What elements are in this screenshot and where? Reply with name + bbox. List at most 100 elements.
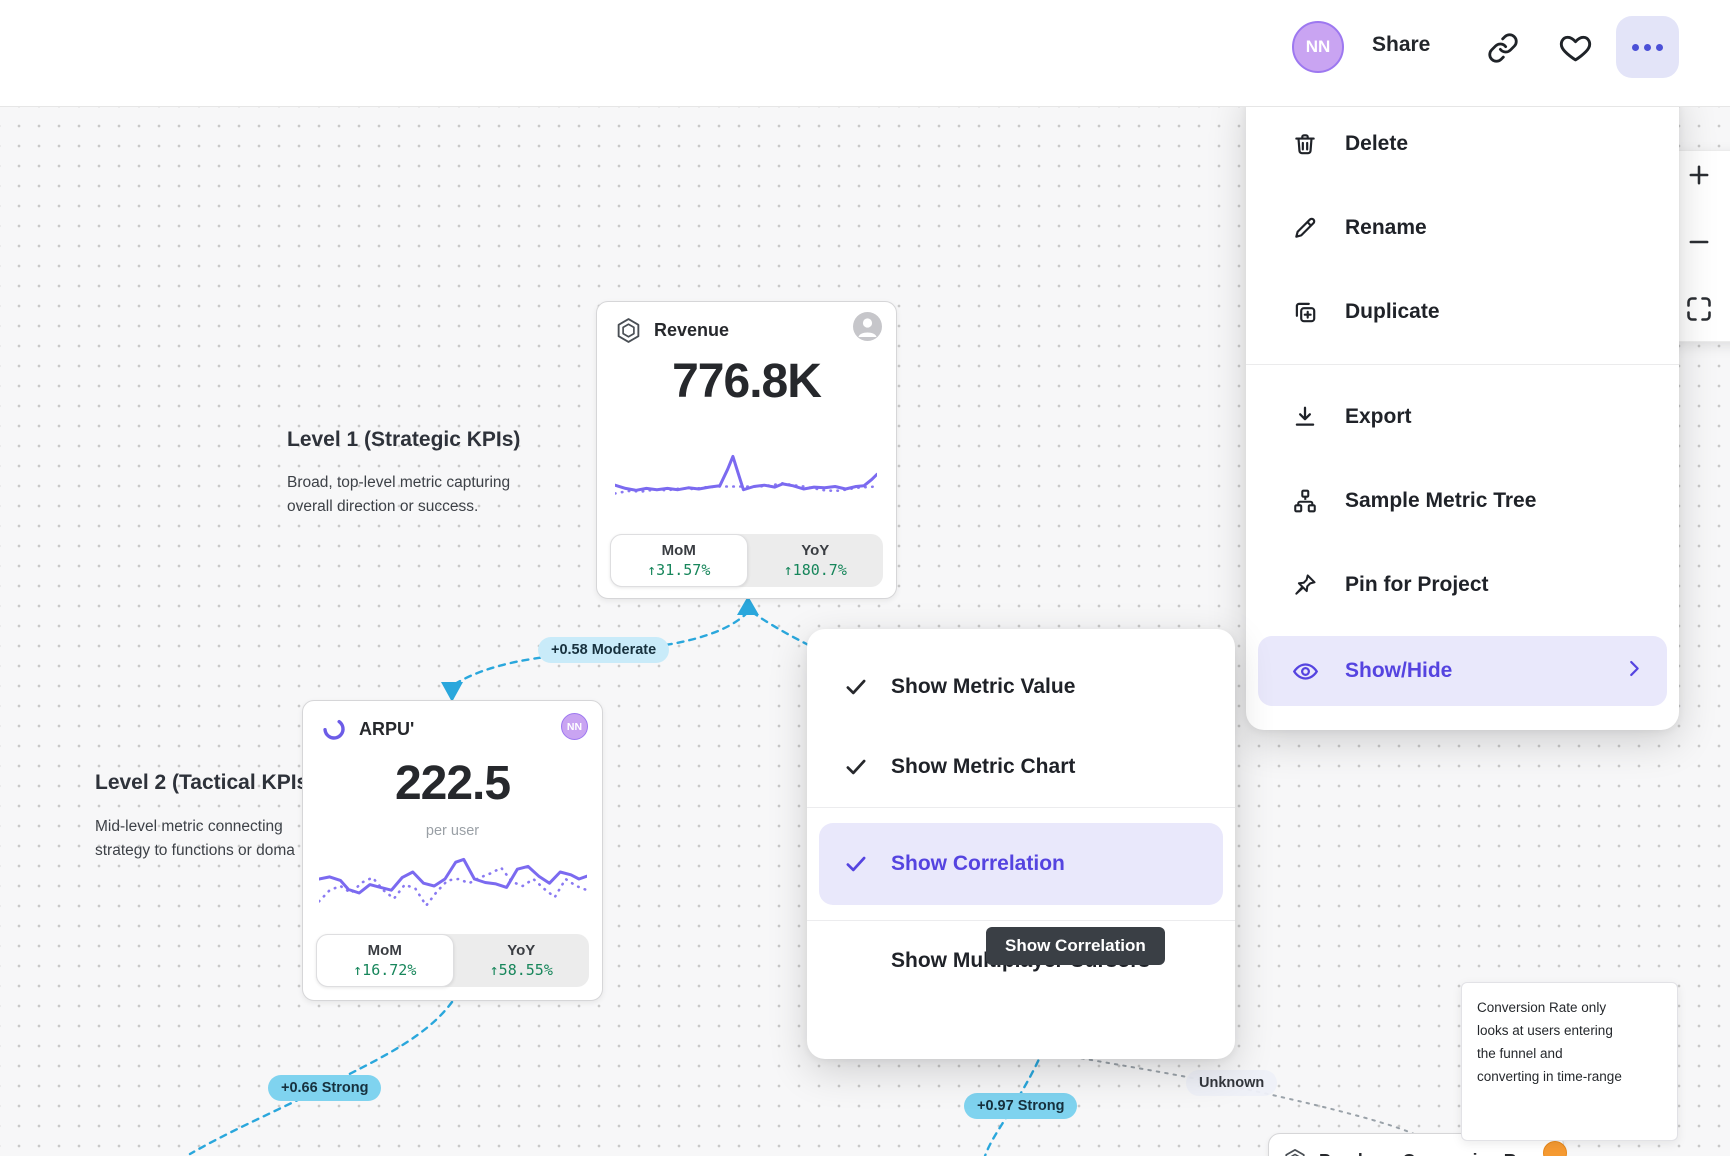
level2-desc-line1: Mid-level metric connecting [95,818,283,835]
submenu-item-show-metric-value[interactable]: Show Metric Value [807,647,1235,727]
level1-description: Broad, top-level metric capturing overal… [287,471,510,518]
zoom-out-icon[interactable] [1685,228,1713,256]
arpu-card-title: ARPU' [359,718,415,739]
menu-divider [1246,364,1679,365]
arpu-sparkline [319,857,587,907]
purchase-card-header: Purchase Conversion R [1283,1145,1549,1156]
submenu-item-label: Show Metric Value [891,675,1076,698]
pencil-icon [1292,215,1319,242]
share-button[interactable]: Share [1372,33,1431,56]
check-icon [843,674,869,700]
note-line: converting in time-range [1477,1069,1622,1084]
pin-icon [1292,572,1319,599]
menu-item-duplicate[interactable]: Duplicate [1246,270,1679,354]
zoom-in-icon[interactable] [1685,161,1713,189]
level2-title: Level 2 (Tactical KPIs [95,771,309,794]
menu-item-label: Duplicate [1345,300,1440,323]
arc-icon [323,718,345,740]
level2-description: Mid-level metric connecting strategy to … [95,815,295,862]
correlation-badge-unknown[interactable]: Unknown [1186,1070,1278,1096]
menu-item-export[interactable]: Export [1246,375,1679,459]
favorite-button[interactable] [1556,28,1594,66]
revenue-period-toggle: MoM ↑31.57% YoY ↑180.7% [610,534,883,587]
avatar[interactable] [853,312,882,341]
mom-value: ↑16.72% [353,961,417,979]
submenu-divider [807,807,1235,808]
menu-item-rename[interactable]: Rename [1246,186,1679,270]
avatar[interactable]: NN [561,713,588,740]
tree-icon [1292,488,1319,515]
fullscreen-icon[interactable] [1685,295,1713,323]
copy-link-button[interactable] [1485,30,1521,66]
yoy-value: ↑58.55% [489,961,553,979]
purchase-card-title: Purchase Conversion R [1319,1150,1516,1156]
yoy-label: YoY [507,942,536,959]
chevron-right-icon [1623,658,1645,685]
menu-item-sample-metric-tree[interactable]: Sample Metric Tree [1246,459,1679,543]
menu-item-show-hide[interactable]: Show/Hide [1258,636,1667,706]
download-icon [1292,404,1319,431]
menu-item-label: Export [1345,405,1412,428]
avatar-orange[interactable] [1543,1141,1567,1156]
ellipsis-icon [1632,43,1639,51]
note-line: the funnel and [1477,1046,1563,1061]
note-line: Conversion Rate only [1477,1000,1607,1015]
arpu-mom-tab[interactable]: MoM ↑16.72% [316,934,454,987]
revenue-card-title: Revenue [654,319,730,340]
avatar[interactable]: NN [1292,21,1344,73]
conversion-rate-note: Conversion Rate only looks at users ente… [1461,982,1678,1141]
person-icon [858,318,877,337]
level1-desc-line1: Broad, top-level metric capturing [287,474,511,491]
arpu-card-header: ARPU' [321,714,588,744]
yoy-value: ↑180.7% [783,561,847,579]
eye-icon [1292,658,1319,685]
menu-item-label: Rename [1345,216,1427,239]
revenue-sparkline [615,454,877,495]
revenue-mom-tab[interactable]: MoM ↑31.57% [610,534,748,587]
more-options-button[interactable] [1616,16,1679,78]
level2-desc-line2: strategy to functions or doma [95,841,295,859]
check-icon [843,851,869,877]
correlation-badge[interactable]: +0.97 Strong [964,1093,1078,1119]
context-menu: Delete Rename Duplicate Export Sample Me… [1246,86,1679,730]
arpu-yoy-tab[interactable]: YoY ↑58.55% [454,934,590,987]
trash-icon [1292,131,1319,158]
mom-label: MoM [661,542,696,559]
arpu-value: 222.5 [394,757,511,810]
submenu-item-label: Show Correlation [891,852,1065,875]
check-icon [843,754,869,780]
menu-item-label: Pin for Project [1345,573,1489,596]
menu-item-label: Delete [1345,132,1409,155]
submenu-item-label: Show Metric Chart [891,755,1076,778]
submenu-divider [807,920,1235,921]
correlation-badge[interactable]: +0.58 Moderate [538,637,670,663]
tooltip: Show Correlation [986,927,1165,965]
arpu-unit: per user [425,823,480,839]
correlation-badge[interactable]: +0.66 Strong [268,1075,382,1101]
submenu-item-show-correlation[interactable]: Show Correlation [819,823,1223,905]
level1-desc-line2: overall direction or success. [287,497,479,515]
revenue-yoy-tab[interactable]: YoY ↑180.7% [748,534,884,587]
menu-item-delete[interactable]: Delete [1246,102,1679,186]
level1-title: Level 1 (Strategic KPIs) [287,428,521,451]
menu-item-label: Sample Metric Tree [1345,489,1537,512]
metric-card-arpu[interactable]: ARPU' NN 222.5 per user MoM ↑16.72% YoY … [302,700,603,1001]
menu-item-pin-for-project[interactable]: Pin for Project [1246,543,1679,627]
show-hide-submenu: Show Metric Value Show Metric Chart Show… [807,629,1235,1059]
mom-label: MoM [367,942,402,959]
heart-icon [1559,35,1591,61]
menu-item-label: Show/Hide [1345,659,1453,682]
top-bar: NN Share [0,0,1730,107]
hexagon-icon [1285,1148,1305,1156]
revenue-value: 776.8K [672,355,822,408]
yoy-label: YoY [801,542,830,559]
note-line: looks at users entering [1477,1023,1613,1038]
hexagon-icon [617,317,640,343]
link-icon [1488,33,1518,63]
mom-value: ↑31.57% [647,561,711,579]
duplicate-icon [1292,299,1319,326]
metric-card-revenue[interactable]: Revenue 776.8K MoM ↑31.57% YoY ↑180.7% [596,301,897,599]
arpu-period-toggle: MoM ↑16.72% YoY ↑58.55% [316,934,589,987]
submenu-item-show-metric-chart[interactable]: Show Metric Chart [807,727,1235,807]
revenue-card-header: Revenue [615,315,882,345]
